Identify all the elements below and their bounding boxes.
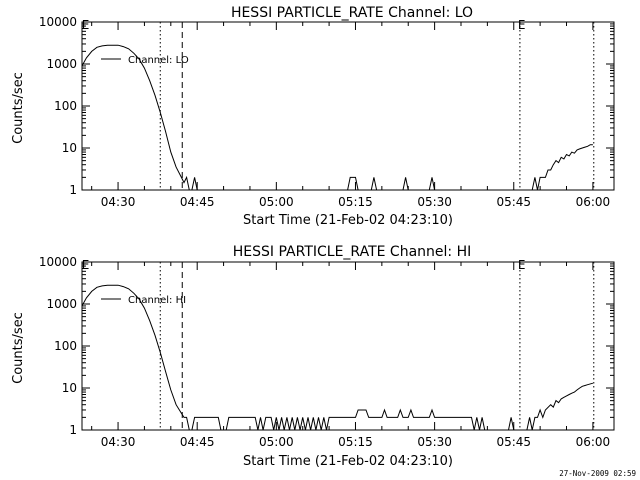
series-line-segment bbox=[191, 177, 198, 191]
y-tick-label: 10000 bbox=[39, 255, 77, 269]
series-line-segment bbox=[81, 284, 190, 431]
chart-title: HESSI PARTICLE_RATE Channel: LO bbox=[231, 5, 473, 21]
x-tick-label: 05:30 bbox=[417, 435, 452, 449]
series-line-segment bbox=[191, 408, 486, 431]
y-tick-label: 10000 bbox=[39, 15, 77, 29]
x-tick-label: 05:00 bbox=[259, 195, 294, 209]
x-tick-label: 04:30 bbox=[101, 195, 136, 209]
series-line-segment bbox=[402, 177, 409, 191]
legend: Channel: LO bbox=[101, 55, 189, 66]
y-tick-label: 1000 bbox=[46, 57, 77, 71]
axis-ticks: 04:30 04:45 05:00 05:15 05:30 05:45 06:00 1 10 10… bbox=[39, 15, 614, 209]
y-tick-label: 1000 bbox=[46, 297, 77, 311]
y-tick-label: 10 bbox=[62, 381, 77, 395]
y-axis-label: Counts/sec bbox=[11, 312, 26, 384]
legend: Channel: HI bbox=[101, 295, 186, 306]
x-tick-label: 04:30 bbox=[101, 435, 136, 449]
marker-label: E bbox=[82, 18, 90, 32]
chart-panel-hi: HESSI PARTICLE_RATE Channel: HI Counts/s… bbox=[11, 244, 615, 469]
footer-timestamp: 27-Nov-2009 02:59 bbox=[559, 469, 636, 478]
legend-label: Channel: HI bbox=[128, 295, 186, 306]
series-line-segment bbox=[370, 177, 378, 191]
data-series bbox=[81, 284, 594, 431]
series-line-segment bbox=[526, 382, 594, 431]
x-tick-label: 05:45 bbox=[496, 435, 531, 449]
x-tick-label: 05:15 bbox=[338, 195, 373, 209]
series-line-segment bbox=[508, 417, 515, 431]
x-tick-label: 05:45 bbox=[496, 195, 531, 209]
series-line-segment bbox=[531, 144, 593, 191]
chart-title: HESSI PARTICLE_RATE Channel: HI bbox=[233, 244, 471, 260]
legend-label: Channel: LO bbox=[128, 55, 189, 66]
chart-panel-lo: HESSI PARTICLE_RATE Channel: LO Counts/s… bbox=[11, 5, 615, 228]
x-tick-label: 05:15 bbox=[338, 435, 373, 449]
series-line-segment bbox=[347, 176, 359, 191]
x-tick-label: 05:00 bbox=[259, 435, 294, 449]
plot-frame bbox=[81, 21, 615, 191]
x-axis-label: Start Time (21-Feb-02 04:23:10) bbox=[243, 213, 453, 228]
y-tick-label: 10 bbox=[62, 141, 77, 155]
series-line-segment bbox=[81, 44, 190, 191]
x-axis-label: Start Time (21-Feb-02 04:23:10) bbox=[243, 454, 453, 469]
marker-label: E bbox=[82, 258, 90, 272]
y-tick-label: 100 bbox=[54, 339, 77, 353]
axis-ticks: 04:30 04:45 05:00 05:15 05:30 05:45 06:00 1 10 10… bbox=[39, 255, 614, 449]
y-tick-label: 1 bbox=[69, 183, 77, 197]
x-tick-label: 06:00 bbox=[576, 435, 611, 449]
plot-frame bbox=[81, 261, 615, 431]
y-tick-label: 1 bbox=[69, 423, 77, 437]
y-axis-label: Counts/sec bbox=[11, 72, 26, 144]
data-series bbox=[81, 44, 593, 191]
y-tick-label: 100 bbox=[54, 99, 77, 113]
series-line-segment bbox=[428, 177, 436, 191]
x-tick-label: 06:00 bbox=[576, 195, 611, 209]
x-tick-label: 05:30 bbox=[417, 195, 452, 209]
x-tick-label: 04:45 bbox=[180, 195, 215, 209]
marker-label: E bbox=[518, 18, 526, 32]
marker-label: E bbox=[518, 258, 526, 272]
x-tick-label: 04:45 bbox=[180, 435, 215, 449]
